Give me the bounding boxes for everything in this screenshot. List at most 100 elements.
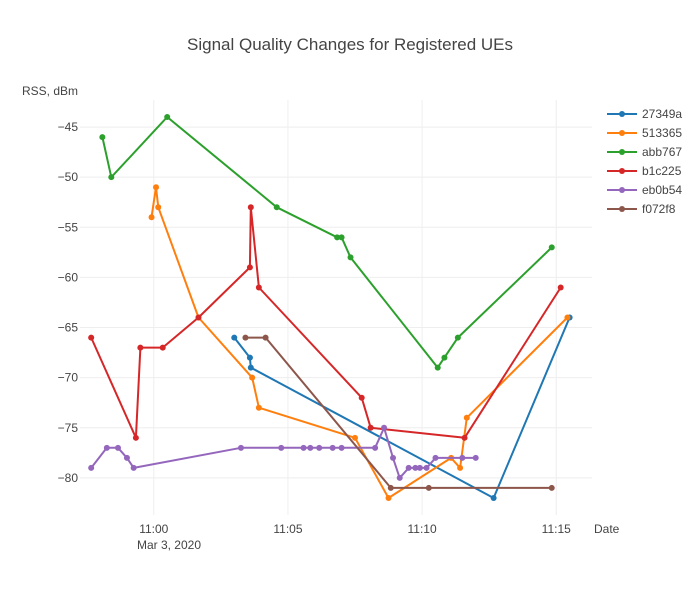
data-point — [246, 354, 253, 361]
legend-label: f072f8 — [642, 202, 676, 216]
data-point — [463, 414, 470, 421]
y-tick-label: −75 — [58, 421, 79, 435]
chart-title: Signal Quality Changes for Registered UE… — [187, 35, 513, 54]
legend-label: 27349a — [642, 107, 682, 121]
data-point — [432, 454, 439, 461]
data-point — [195, 314, 202, 321]
data-point — [548, 244, 555, 251]
data-point — [155, 204, 162, 211]
data-point — [246, 264, 253, 271]
data-point — [262, 334, 269, 341]
data-point — [338, 444, 345, 451]
data-point — [242, 334, 249, 341]
data-point — [273, 204, 280, 211]
data-point — [164, 114, 171, 121]
series-line — [101, 116, 553, 369]
y-tick-label: −60 — [58, 270, 79, 284]
series-line — [233, 317, 571, 499]
legend-swatch-marker — [619, 206, 625, 212]
x-axis-title: Date — [594, 522, 620, 536]
legend-item-27349a[interactable]: 27349a — [607, 107, 682, 121]
legend-label: abb767 — [642, 145, 682, 159]
data-point — [159, 344, 166, 351]
data-point — [148, 214, 155, 221]
y-tick-label: −80 — [58, 471, 79, 485]
data-point — [416, 464, 423, 471]
series-b1c225 — [88, 204, 564, 441]
data-point — [564, 314, 571, 321]
data-point — [329, 444, 336, 451]
legend-item-abb767[interactable]: abb767 — [607, 145, 682, 159]
data-point — [88, 464, 95, 471]
data-point — [423, 464, 430, 471]
data-point — [132, 434, 139, 441]
legend-swatch-marker — [619, 149, 625, 155]
x-tick-label: 11:15 — [542, 522, 571, 536]
legend-item-eb0b54[interactable]: eb0b54 — [607, 183, 682, 197]
data-point — [300, 444, 307, 451]
legend-swatch-marker — [619, 111, 625, 117]
gridlines — [80, 100, 592, 515]
data-point — [334, 234, 341, 241]
data-point — [425, 484, 432, 491]
legend-item-f072f8[interactable]: f072f8 — [607, 202, 676, 216]
data-point — [347, 254, 354, 261]
data-point — [367, 424, 374, 431]
data-point — [153, 184, 160, 191]
data-point — [231, 334, 238, 341]
series-abb767 — [99, 114, 555, 371]
series-line — [90, 206, 562, 439]
data-point — [278, 444, 285, 451]
data-point — [557, 284, 564, 291]
data-point — [137, 344, 144, 351]
legend-swatch-marker — [619, 168, 625, 174]
data-point — [459, 454, 466, 461]
data-point — [338, 234, 345, 241]
axes: −45 −50 −55 −60 −65 −70 −75 −80 11:00 11:05 11:10 1… — [58, 120, 571, 536]
series-line — [245, 336, 552, 489]
data-point — [461, 434, 468, 441]
data-point — [396, 474, 403, 481]
legend-label: 513365 — [642, 126, 682, 140]
data-point — [130, 464, 137, 471]
series-f072f8 — [242, 334, 555, 491]
data-point — [88, 334, 95, 341]
legend-item-513365[interactable]: 513365 — [607, 126, 682, 140]
data-point — [103, 444, 110, 451]
data-point — [255, 284, 262, 291]
y-tick-label: −65 — [58, 321, 79, 335]
data-point — [115, 444, 122, 451]
data-point — [548, 484, 555, 491]
legend[interactable]: 27349a 513365 abb767 b1c225 eb0b54 f072f8 — [607, 107, 682, 216]
data-point — [457, 464, 464, 471]
y-tick-label: −70 — [58, 371, 79, 385]
legend-swatch-marker — [619, 130, 625, 136]
series-27349a — [231, 314, 573, 501]
x-tick-label: 11:05 — [273, 522, 302, 536]
data-point — [472, 454, 479, 461]
legend-label: b1c225 — [642, 164, 682, 178]
data-point — [123, 454, 130, 461]
data-point — [381, 424, 388, 431]
data-point — [454, 334, 461, 341]
y-axis-title: RSS, dBm — [22, 84, 78, 98]
y-tick-label: −45 — [58, 120, 79, 134]
data-point — [247, 364, 254, 371]
data-point — [490, 494, 497, 501]
x-tick-label: 11:00 — [139, 522, 168, 536]
data-point — [307, 444, 314, 451]
data-point — [358, 394, 365, 401]
data-point — [441, 354, 448, 361]
y-tick-label: −50 — [58, 170, 79, 184]
data-point — [255, 404, 262, 411]
data-point — [316, 444, 323, 451]
data-point — [237, 444, 244, 451]
data-point — [249, 374, 256, 381]
series-eb0b54 — [88, 424, 479, 481]
legend-item-b1c225[interactable]: b1c225 — [607, 164, 682, 178]
data-point — [405, 464, 412, 471]
series-line — [90, 426, 476, 479]
data-point — [247, 204, 254, 211]
y-tick-label: −55 — [58, 220, 79, 234]
